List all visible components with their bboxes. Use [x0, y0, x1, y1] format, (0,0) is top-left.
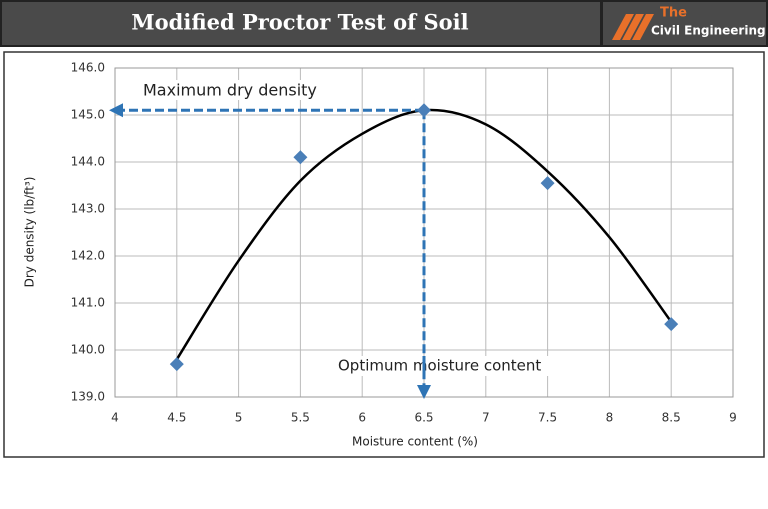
x-tick-label: 8	[606, 411, 614, 425]
y-tick-label: 140.0	[71, 343, 105, 357]
y-tick-label: 145.0	[71, 108, 105, 122]
data-point	[664, 317, 679, 332]
y-tick-label: 146.0	[71, 61, 105, 75]
y-tick-label: 139.0	[71, 390, 105, 404]
x-tick-label: 7.5	[538, 411, 557, 425]
data-point	[293, 150, 308, 165]
x-tick-label: 6	[358, 411, 366, 425]
data-point	[417, 103, 431, 118]
y-tick-label: 144.0	[71, 155, 105, 169]
y-axis-label: Dry density (lb/ft³)	[23, 177, 37, 288]
x-tick-label: 5.5	[291, 411, 310, 425]
annotation-bg	[336, 356, 574, 376]
header-bar	[0, 0, 602, 47]
y-tick-label: 143.0	[71, 202, 105, 216]
x-tick-label: 9	[729, 411, 737, 425]
data-point	[169, 357, 184, 372]
logo-icon	[612, 14, 654, 40]
x-tick-label: 6.5	[414, 411, 433, 425]
arrow-head	[109, 103, 123, 118]
chart-frame	[3, 51, 765, 458]
annotation: Optimum moisture content	[338, 357, 541, 375]
data-point	[540, 176, 555, 191]
y-tick-label: 141.0	[71, 296, 105, 310]
header-title: Modified Proctor Test of Soil	[131, 10, 468, 35]
x-axis-label: Moisture content (%)	[352, 435, 478, 449]
x-tick-label: 5	[235, 411, 243, 425]
logo-top: The	[660, 6, 687, 21]
x-tick-label: 8.5	[662, 411, 681, 425]
annotation: Maximum dry density	[143, 81, 317, 100]
x-tick-label: 7	[482, 411, 490, 425]
x-tick-label: 4	[111, 411, 119, 425]
arrow-head	[417, 385, 431, 399]
y-tick-label: 142.0	[71, 249, 105, 263]
annotation-bg	[140, 80, 350, 100]
logo-bottom: Civil Engineering	[651, 24, 766, 38]
x-tick-label: 4.5	[167, 411, 186, 425]
